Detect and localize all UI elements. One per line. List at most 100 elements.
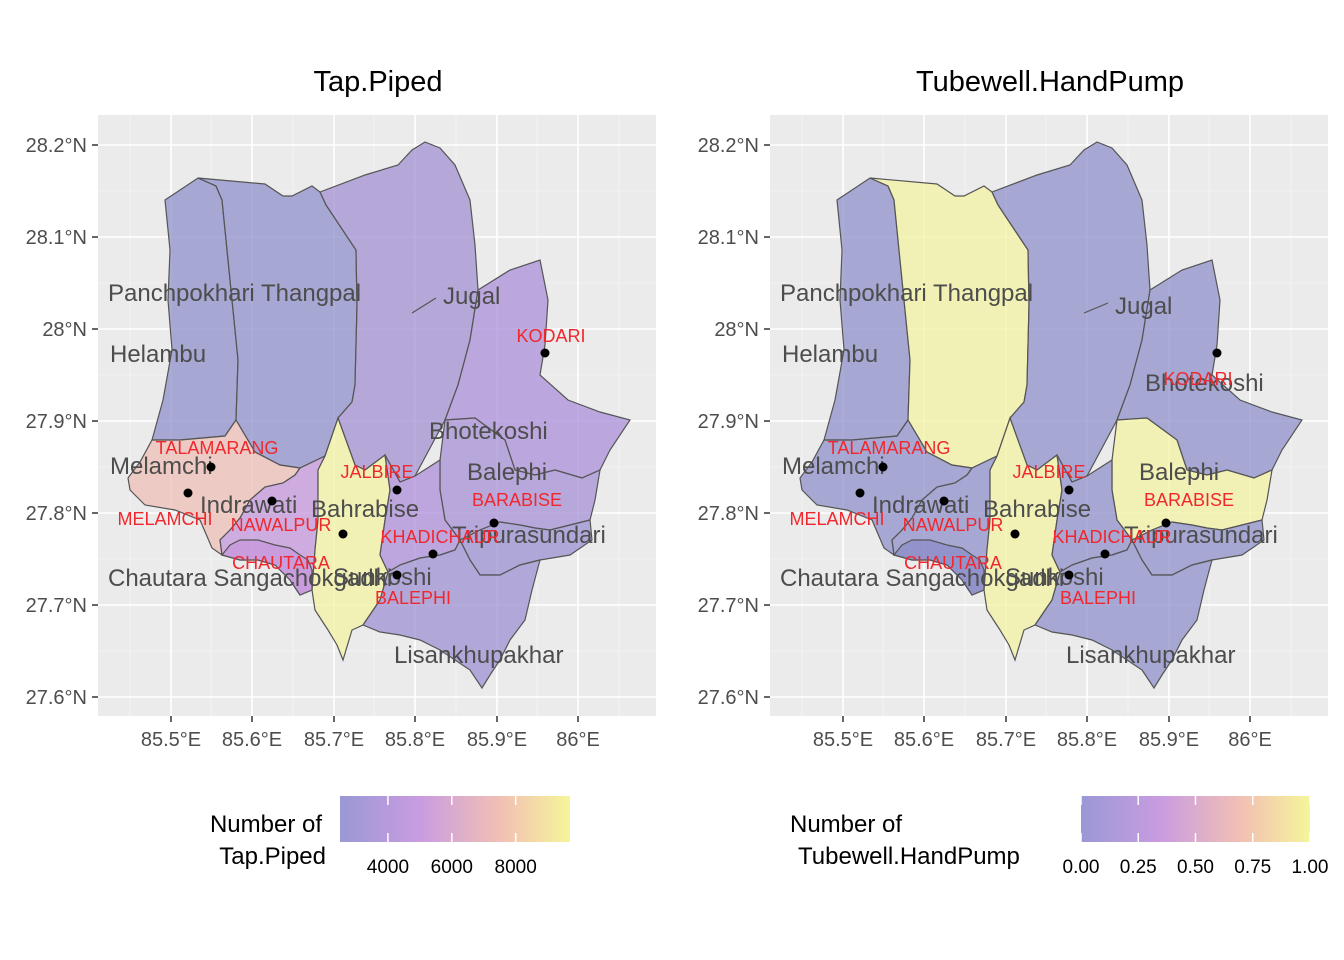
panel-title: Tubewell.HandPump	[916, 66, 1184, 98]
legend-tick-label: 0.25	[1120, 857, 1157, 878]
district-label: Panchpokhari Thangpal	[108, 280, 361, 307]
lat-tick-label: 27.7°N	[698, 595, 759, 617]
town-label: KHADICHAUR	[1052, 527, 1171, 547]
district-label: Chautara Sangachokgadhi	[780, 565, 1064, 592]
lon-tick-label: 85.9°E	[467, 729, 527, 751]
town-point	[540, 348, 550, 358]
lat-tick-label: 27.9°N	[698, 411, 759, 433]
y-axis: 28.2°N 28.1°N 28°N 27.9°N 27.8°N 27.7°N …	[26, 135, 98, 709]
x-axis: 85.5°E 85.6°E 85.7°E 85.8°E 85.9°E 86°E	[141, 716, 600, 751]
districts	[127, 141, 631, 690]
district-label: Melamchi	[782, 453, 885, 480]
town-point	[1212, 348, 1222, 358]
legend: Number of Tubewell.HandPump 0.00 0.25 0.50…	[790, 796, 1328, 878]
town-label: TALAMARANG	[828, 438, 951, 458]
legend-tick-label: 6000	[431, 857, 473, 878]
town-label: MELAMCHI	[789, 509, 884, 529]
town-label: JALBIRE	[340, 462, 413, 482]
lat-tick-label: 28°N	[714, 319, 759, 341]
district-label: Bahrabise	[311, 496, 419, 523]
town-label: CHAUTARA	[904, 553, 1002, 573]
label-leader-line	[1083, 302, 1109, 314]
lon-tick-label: 85.6°E	[894, 729, 954, 751]
district-label: Jugal	[1115, 293, 1172, 320]
district-labels: Panchpokhari Thangpal Jugal Helambu Bhot…	[780, 280, 1278, 669]
lat-tick-label: 27.8°N	[698, 503, 759, 525]
town-point	[183, 488, 193, 498]
town-point	[338, 529, 348, 539]
lat-tick-label: 27.6°N	[26, 687, 87, 709]
district-chautara-sangachokgadhi[interactable]	[220, 539, 313, 596]
lon-tick-label: 85.7°E	[976, 729, 1036, 751]
town-label: NAWALPUR	[903, 515, 1004, 535]
district-label: Bahrabise	[983, 496, 1091, 523]
lon-tick-label: 85.5°E	[141, 729, 201, 751]
town-point	[1064, 570, 1074, 580]
district-label: Helambu	[110, 341, 206, 368]
legend-tick-label: 8000	[495, 857, 537, 878]
lon-tick-label: 85.8°E	[385, 729, 445, 751]
town-labels: KODARI TALAMARANG JALBIRE BARABISE MELAM…	[117, 326, 585, 608]
y-axis: 28.2°N 28.1°N 28°N 27.9°N 27.8°N 27.7°N …	[698, 135, 770, 709]
town-label: BALEPHI	[1060, 588, 1136, 608]
town-label: KODARI	[1163, 369, 1232, 389]
panel-title: Tap.Piped	[314, 66, 443, 98]
district-label: Tripurasundari	[452, 522, 606, 549]
lat-tick-label: 27.6°N	[698, 687, 759, 709]
town-markers	[183, 348, 550, 580]
town-point	[267, 496, 277, 506]
legend-title: Number of	[790, 811, 902, 838]
district-lisankhupakhar[interactable]	[362, 538, 541, 690]
district-label: Bhotekoshi	[1145, 370, 1264, 397]
town-point	[392, 570, 402, 580]
district-lisankhupakhar[interactable]	[1034, 538, 1213, 690]
town-point	[878, 462, 888, 472]
district-label: Melamchi	[110, 453, 213, 480]
lon-tick-label: 85.8°E	[1057, 729, 1117, 751]
town-labels: KODARI TALAMARANG JALBIRE BARABISE MELAM…	[789, 369, 1234, 608]
town-point	[1100, 549, 1110, 559]
legend-title: Tubewell.HandPump	[798, 843, 1020, 870]
town-point	[939, 496, 949, 506]
town-point	[1161, 518, 1171, 528]
district-label: Balephi	[1139, 459, 1219, 486]
lon-tick-label: 86°E	[556, 729, 600, 751]
district-label: Panchpokhari Thangpal	[780, 280, 1033, 307]
lat-tick-label: 28.2°N	[698, 135, 759, 157]
lon-tick-label: 85.7°E	[304, 729, 364, 751]
district-label: Sunkoshi	[1005, 564, 1104, 591]
legend-colorbar	[340, 796, 570, 842]
x-axis: 85.5°E 85.6°E 85.7°E 85.8°E 85.9°E 86°E	[813, 716, 1272, 751]
district-label: Lisankhupakhar	[1066, 642, 1235, 669]
town-point	[1010, 529, 1020, 539]
town-point	[489, 518, 499, 528]
district-labels: Panchpokhari Thangpal Jugal Helambu Bhot…	[108, 280, 606, 669]
lat-tick-label: 28.1°N	[26, 227, 87, 249]
district-label: Indrawati	[872, 492, 969, 519]
lon-tick-label: 85.9°E	[1139, 729, 1199, 751]
lon-tick-label: 85.5°E	[813, 729, 873, 751]
district-label: Tripurasundari	[1124, 522, 1278, 549]
panel-tubewell-handpump: Tubewell.HandPump	[698, 66, 1329, 878]
town-label: CHAUTARA	[232, 553, 330, 573]
legend-tick-label: 4000	[367, 857, 409, 878]
town-markers	[855, 348, 1222, 580]
district-label: Balephi	[467, 459, 547, 486]
lon-tick-label: 85.6°E	[222, 729, 282, 751]
town-label: BALEPHI	[375, 588, 451, 608]
legend-tick-label: 0.75	[1234, 857, 1271, 878]
district-chautara-sangachokgadhi[interactable]	[892, 539, 985, 596]
district-label: Jugal	[443, 283, 500, 310]
legend: Number of Tap.Piped 4000 6000 8000	[210, 796, 570, 878]
district-label: Helambu	[782, 341, 878, 368]
district-label: Lisankhupakhar	[394, 642, 563, 669]
district-label: Sunkoshi	[333, 564, 432, 591]
lon-tick-label: 86°E	[1228, 729, 1272, 751]
town-label: MELAMCHI	[117, 509, 212, 529]
legend-title: Tap.Piped	[219, 843, 326, 870]
lat-tick-label: 28°N	[42, 319, 87, 341]
town-label: BARABISE	[1144, 490, 1234, 510]
district-label: Bhotekoshi	[429, 418, 548, 445]
legend-tick-label: 1.00	[1292, 857, 1329, 878]
